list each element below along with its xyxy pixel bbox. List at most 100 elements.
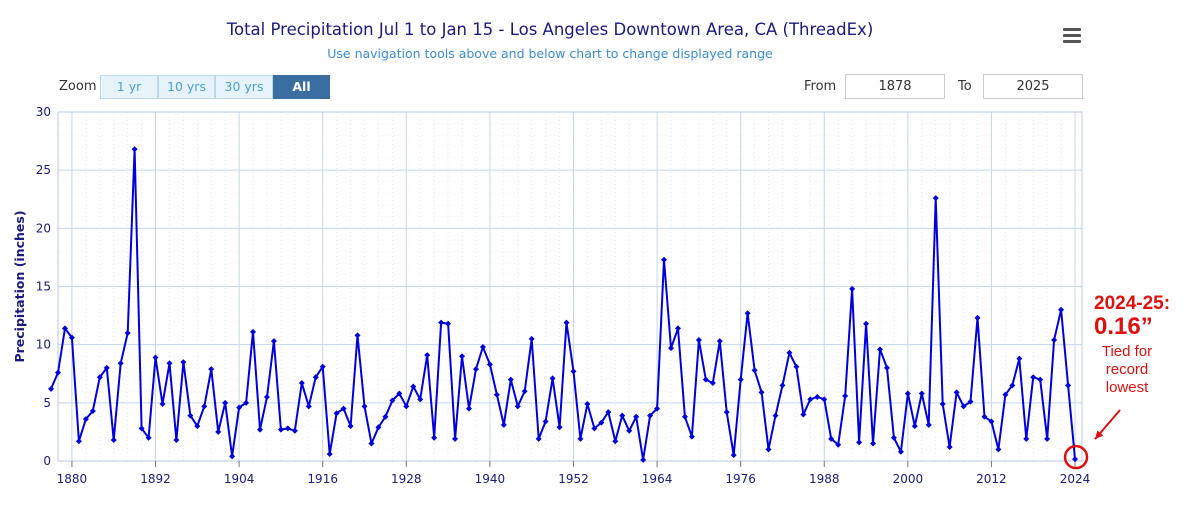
data-point: [709, 380, 716, 387]
data-point: [563, 319, 570, 326]
data-point: [981, 413, 988, 420]
data-point: [222, 399, 229, 406]
zoom-label: Zoom: [59, 79, 97, 94]
data-point: [723, 409, 730, 416]
data-point: [277, 426, 284, 433]
data-point: [1037, 376, 1044, 383]
data-point: [842, 392, 849, 399]
data-point: [89, 407, 96, 414]
x-tick-label: 1928: [391, 472, 422, 486]
data-point: [319, 363, 326, 370]
data-point: [1016, 355, 1023, 362]
data-point: [904, 390, 911, 397]
data-point: [173, 437, 180, 444]
data-point: [55, 369, 61, 376]
data-point: [744, 310, 751, 317]
data-point: [911, 423, 918, 430]
data-point: [312, 374, 319, 381]
x-tick-label: 1988: [809, 472, 840, 486]
x-tick-label: 1916: [307, 472, 338, 486]
data-point: [1051, 337, 1058, 344]
data-point: [382, 413, 389, 420]
data-point: [619, 412, 626, 419]
x-tick-label: 1892: [140, 472, 171, 486]
data-point: [674, 325, 681, 332]
data-point: [605, 409, 612, 416]
data-point: [472, 366, 479, 373]
data-point: [145, 434, 152, 441]
data-point: [82, 416, 89, 423]
data-point: [856, 439, 863, 446]
data-point: [187, 412, 194, 419]
data-point: [974, 314, 981, 321]
data-point: [1030, 374, 1037, 381]
data-point: [243, 399, 250, 406]
to-date-input[interactable]: 2025: [983, 74, 1083, 99]
x-tick-label: 1964: [642, 472, 673, 486]
data-point: [326, 451, 333, 458]
data-point: [347, 423, 354, 430]
data-point: [758, 389, 765, 396]
hamburger-menu-icon[interactable]: [1063, 28, 1081, 46]
series-line: [50, 148, 1076, 461]
plot-frame: [57, 111, 1083, 462]
data-point: [459, 353, 466, 360]
zoom-10yrs-button[interactable]: 10 yrs: [158, 75, 215, 99]
data-point: [828, 435, 835, 442]
y-tick-label: 5: [43, 396, 51, 410]
data-point: [897, 448, 904, 455]
data-point: [465, 405, 472, 412]
data-point: [528, 335, 535, 342]
data-point: [521, 388, 528, 395]
data-point: [368, 440, 375, 447]
data-point: [695, 337, 702, 344]
data-point: [772, 412, 779, 419]
data-point: [967, 398, 974, 405]
zoom-30yrs-button[interactable]: 30 yrs: [215, 75, 273, 99]
data-point: [570, 368, 577, 375]
data-point: [807, 396, 814, 403]
data-point: [863, 320, 870, 327]
annotation-heading: 2024-25:: [1094, 293, 1171, 314]
data-point: [876, 346, 883, 353]
data-point: [953, 389, 960, 396]
data-point: [932, 195, 939, 202]
x-tick-label: 1976: [725, 472, 756, 486]
data-point: [229, 453, 236, 460]
data-point: [1058, 306, 1065, 313]
data-point: [361, 403, 368, 410]
data-point: [835, 441, 842, 448]
data-point: [612, 438, 619, 445]
data-point: [598, 419, 605, 426]
data-point: [103, 364, 110, 371]
record-low-circle: [1063, 444, 1089, 470]
data-point: [500, 421, 507, 428]
zoom-all-button[interactable]: All: [273, 75, 330, 99]
data-point: [786, 349, 793, 356]
data-point: [793, 363, 800, 370]
data-point: [716, 338, 723, 345]
data-point: [814, 394, 821, 401]
zoom-1yr-button[interactable]: 1 yr: [100, 75, 158, 99]
data-point: [514, 403, 521, 410]
data-point: [257, 426, 264, 433]
data-point: [486, 361, 493, 368]
data-point: [152, 354, 159, 361]
data-point: [298, 380, 305, 387]
data-point: [925, 421, 932, 428]
from-date-input[interactable]: 1878: [845, 74, 945, 99]
data-point: [681, 413, 688, 420]
data-point: [542, 418, 549, 425]
data-point: [479, 343, 486, 350]
data-point: [730, 452, 737, 459]
data-point: [988, 418, 995, 425]
data-point: [424, 352, 431, 359]
y-tick-label: 10: [36, 338, 51, 352]
data-point: [890, 434, 897, 441]
x-tick-label: 1952: [558, 472, 589, 486]
data-point: [549, 375, 556, 382]
data-point: [647, 412, 654, 419]
data-point: [535, 435, 542, 442]
data-point: [340, 405, 347, 412]
